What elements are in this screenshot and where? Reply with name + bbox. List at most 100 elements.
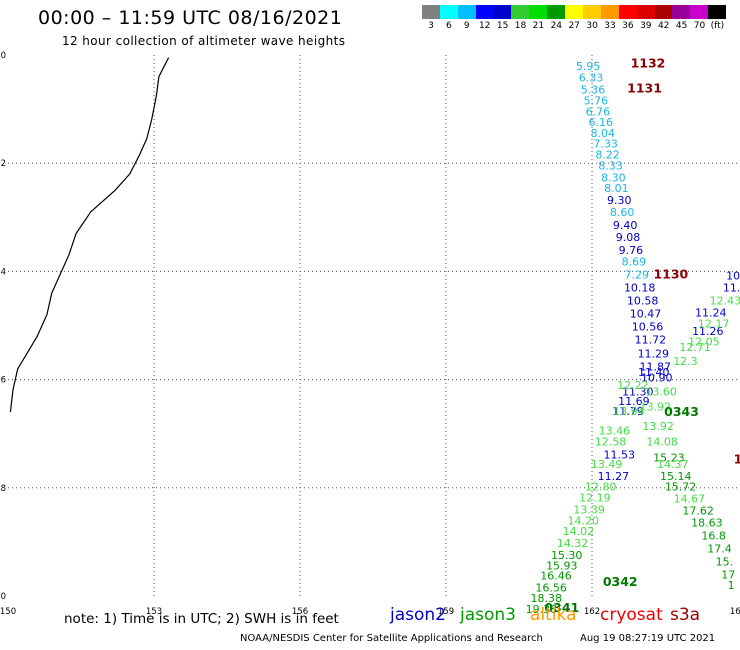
lat-tick-label: -34 xyxy=(0,267,6,277)
legend-swatch xyxy=(493,5,512,19)
legend-swatch xyxy=(565,5,584,19)
legend-label: 70 xyxy=(693,21,706,31)
wave-height-value: 11.7 xyxy=(723,282,740,295)
wave-height-value: 12.43 xyxy=(710,295,740,308)
legend-swatch xyxy=(422,5,440,19)
lon-tick-label: 159 xyxy=(438,607,454,617)
wave-height-value: 8.33 xyxy=(598,159,623,172)
wave-height-value: 8.22 xyxy=(595,149,620,162)
satellite-name: s3a xyxy=(670,605,701,625)
wave-height-value: 15.93 xyxy=(546,560,578,573)
legend-swatch xyxy=(583,5,601,19)
wave-height-value: 15.14 xyxy=(660,470,692,483)
legend-label: 3 xyxy=(428,21,434,31)
legend-label: 6 xyxy=(446,21,452,31)
wave-height-value: 13.49 xyxy=(591,458,623,471)
legend-label: 30 xyxy=(586,21,598,31)
pass-time-label: 1130 xyxy=(653,267,688,282)
legend-swatch xyxy=(511,5,530,19)
wave-height-value: 16.46 xyxy=(540,569,572,582)
generated-timestamp: Aug 19 08:27:19 UTC 2021 xyxy=(580,633,716,644)
lat-tick-label: -30 xyxy=(0,51,6,61)
wave-height-value: 15.72 xyxy=(665,481,697,494)
wave-height-value: 8.69 xyxy=(622,256,647,269)
legend-swatch xyxy=(529,5,548,19)
satellite-name: jason3 xyxy=(460,605,516,625)
coastline xyxy=(9,57,170,413)
wave-height-value: 17 xyxy=(721,568,735,581)
legend-labels: 3 6 9 12 15 18 21 24 27 30 33 36 39 42 45 70 (ft) xyxy=(422,21,740,33)
wave-height-value: 10.56 xyxy=(632,321,664,334)
legend-swatch xyxy=(547,5,566,19)
wave-height-value: 6.16 xyxy=(589,116,614,129)
wave-height-value: 11.87 xyxy=(640,361,672,374)
wave-height-value: 9.30 xyxy=(607,194,632,207)
page-subtitle: 12 hour collection of altimeter wave hei… xyxy=(62,34,346,48)
wave-height-value: 16.8 xyxy=(701,529,726,542)
wave-height-value: 8.30 xyxy=(601,171,626,184)
legend-color-bar xyxy=(422,5,727,19)
legend-label: 15 xyxy=(496,21,509,31)
legend-label: (ft) xyxy=(710,21,725,31)
wave-height-value: 14.08 xyxy=(646,435,678,448)
wave-height-value: 9.76 xyxy=(619,244,644,257)
legend-label: 18 xyxy=(514,21,527,31)
wave-height-value: 11.40 xyxy=(638,366,670,379)
wave-height-value: 6.33 xyxy=(579,72,604,85)
wave-height-value: 8.60 xyxy=(610,206,635,219)
wave-height-value: 11.27 xyxy=(598,470,630,483)
pass-time-label: 1131 xyxy=(627,81,662,96)
wave-height-value: 10.18 xyxy=(624,282,656,295)
wave-height-value: 17.62 xyxy=(682,505,714,518)
wave-height-value: 13.60 xyxy=(645,386,677,399)
legend-swatch xyxy=(672,5,691,19)
legend-label: 12 xyxy=(478,21,491,31)
wave-height-value: 12.3 xyxy=(673,355,698,368)
satellite-name: jason2 xyxy=(390,605,446,625)
wave-height-value: 13.39 xyxy=(573,503,605,516)
wave-height-value: 12.80 xyxy=(585,481,617,494)
credit-line: NOAA/NESDIS Center for Satellite Applica… xyxy=(240,633,543,644)
wave-height-value: 12.05 xyxy=(688,336,720,349)
wave-height-value: 1 xyxy=(728,579,735,592)
wave-height-value: 14.02 xyxy=(563,525,595,538)
pass-time-label: 1 xyxy=(734,452,740,467)
wave-height-value: 11.72 xyxy=(635,334,667,347)
pass-time-label: 0343 xyxy=(664,404,699,419)
lat-tick-label: -40 xyxy=(0,592,6,602)
satellite-name: cryosat xyxy=(600,605,663,625)
legend-label: 21 xyxy=(532,21,545,31)
wave-height-value: 13.92 xyxy=(640,401,672,414)
wave-height-value: 9.40 xyxy=(613,219,638,232)
lon-tick-label: 150 xyxy=(0,607,16,617)
lat-tick-label: -38 xyxy=(0,484,6,494)
wave-height-value: 18.38 xyxy=(531,592,563,605)
wave-height-value: 14.32 xyxy=(557,537,589,550)
legend-swatch xyxy=(618,5,637,19)
legend-swatch xyxy=(690,5,709,19)
wave-height-value: 7.29 xyxy=(625,269,650,282)
wave-height-value: 15.30 xyxy=(551,549,583,562)
lat-tick-label: -36 xyxy=(0,376,6,386)
legend-label: 39 xyxy=(640,21,652,31)
wave-height-value: 18.63 xyxy=(691,516,723,529)
wave-height-value: 8.01 xyxy=(604,182,629,195)
wave-height-value: 11.29 xyxy=(638,348,670,361)
legend-swatch xyxy=(636,5,655,19)
pass-time-label: 0341 xyxy=(544,600,579,615)
wave-height-value: 11.24 xyxy=(695,307,727,320)
lon-tick-label: 162 xyxy=(584,607,600,617)
legend-swatch xyxy=(654,5,673,19)
wave-height-value: 14.67 xyxy=(674,493,706,506)
wave-height-value: 10.58 xyxy=(627,295,659,308)
wave-height-value: 16.56 xyxy=(535,581,567,594)
wave-height-value: 12.71 xyxy=(679,341,711,354)
legend-swatch xyxy=(439,5,458,19)
wave-height-value: 11.26 xyxy=(692,325,724,338)
wave-height-value: 5.95 xyxy=(576,60,601,73)
wave-height-value: 12.58 xyxy=(595,435,627,448)
wave-height-value: 11.30 xyxy=(622,386,654,399)
legend-label: 36 xyxy=(622,21,634,31)
lon-tick-label: 156 xyxy=(292,607,308,617)
